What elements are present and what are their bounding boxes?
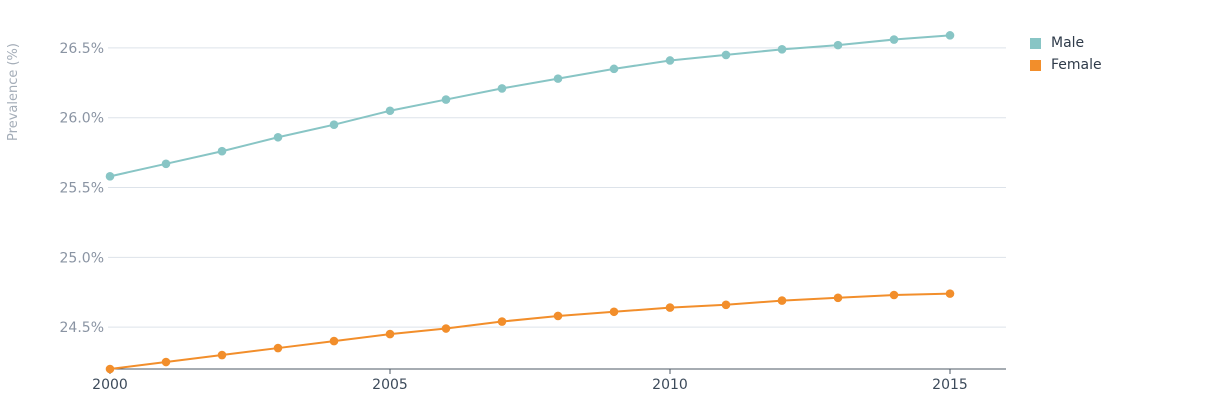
data-point-female[interactable] bbox=[105, 364, 115, 374]
data-point-male[interactable] bbox=[833, 40, 843, 50]
y-tick-label: 26.5% bbox=[60, 41, 104, 57]
data-point-female[interactable] bbox=[385, 329, 395, 339]
legend-item-male[interactable]: Male bbox=[1030, 32, 1102, 54]
data-point-male[interactable] bbox=[273, 132, 283, 142]
data-point-female[interactable] bbox=[721, 300, 731, 310]
data-point-female[interactable] bbox=[665, 303, 675, 312]
data-point-male[interactable] bbox=[609, 64, 619, 74]
y-tick-label: 25.5% bbox=[60, 181, 104, 197]
legend-swatch bbox=[1030, 59, 1041, 71]
data-point-female[interactable] bbox=[497, 317, 507, 326]
x-tick-label: 2010 bbox=[652, 377, 688, 393]
data-point-female[interactable] bbox=[833, 293, 843, 303]
legend-label: Female bbox=[1051, 57, 1102, 73]
y-axis-title: Prevalence (%) bbox=[6, 43, 21, 141]
data-point-male[interactable] bbox=[161, 159, 171, 169]
grid-lines bbox=[108, 47, 1006, 328]
x-axis: 2000 2005 2010 2015 bbox=[92, 368, 1006, 393]
data-point-female[interactable] bbox=[945, 289, 955, 298]
data-point-female[interactable] bbox=[889, 290, 899, 300]
data-point-female[interactable] bbox=[329, 336, 339, 346]
legend-item-female[interactable]: Female bbox=[1030, 54, 1102, 76]
data-point-male[interactable] bbox=[385, 106, 395, 116]
series-male bbox=[105, 31, 955, 181]
data-point-male[interactable] bbox=[721, 50, 731, 60]
data-point-female[interactable] bbox=[441, 324, 451, 333]
data-point-female[interactable] bbox=[273, 343, 283, 353]
series-line-female bbox=[109, 292, 951, 370]
series-layer bbox=[105, 31, 955, 374]
data-point-male[interactable] bbox=[889, 35, 899, 44]
x-tick-label: 2015 bbox=[932, 377, 968, 393]
series-line-male bbox=[109, 34, 951, 178]
series-female bbox=[105, 289, 955, 374]
x-tick-label: 2005 bbox=[372, 377, 408, 393]
data-point-male[interactable] bbox=[441, 95, 451, 104]
y-tick-label: 25.0% bbox=[60, 250, 104, 266]
legend-swatch bbox=[1030, 37, 1041, 49]
data-point-male[interactable] bbox=[329, 120, 339, 129]
y-tick-label: 26.0% bbox=[60, 111, 104, 127]
data-point-female[interactable] bbox=[609, 307, 619, 317]
data-point-female[interactable] bbox=[161, 357, 171, 367]
legend-label: Male bbox=[1051, 35, 1085, 51]
data-point-male[interactable] bbox=[217, 146, 227, 156]
x-tick-label: 2000 bbox=[92, 377, 128, 393]
data-point-male[interactable] bbox=[665, 56, 675, 65]
data-point-male[interactable] bbox=[497, 84, 507, 93]
y-tick-label: 24.5% bbox=[60, 320, 104, 336]
data-point-male[interactable] bbox=[777, 45, 787, 54]
data-point-male[interactable] bbox=[945, 31, 955, 40]
y-axis: 24.5% 25.0% 25.5% 26.0% 26.5% bbox=[60, 41, 104, 336]
legend: Male Female bbox=[1030, 32, 1102, 76]
data-point-female[interactable] bbox=[777, 296, 787, 305]
data-point-female[interactable] bbox=[553, 311, 563, 321]
data-point-female[interactable] bbox=[217, 350, 227, 360]
data-point-male[interactable] bbox=[105, 172, 115, 181]
data-point-male[interactable] bbox=[553, 74, 563, 83]
